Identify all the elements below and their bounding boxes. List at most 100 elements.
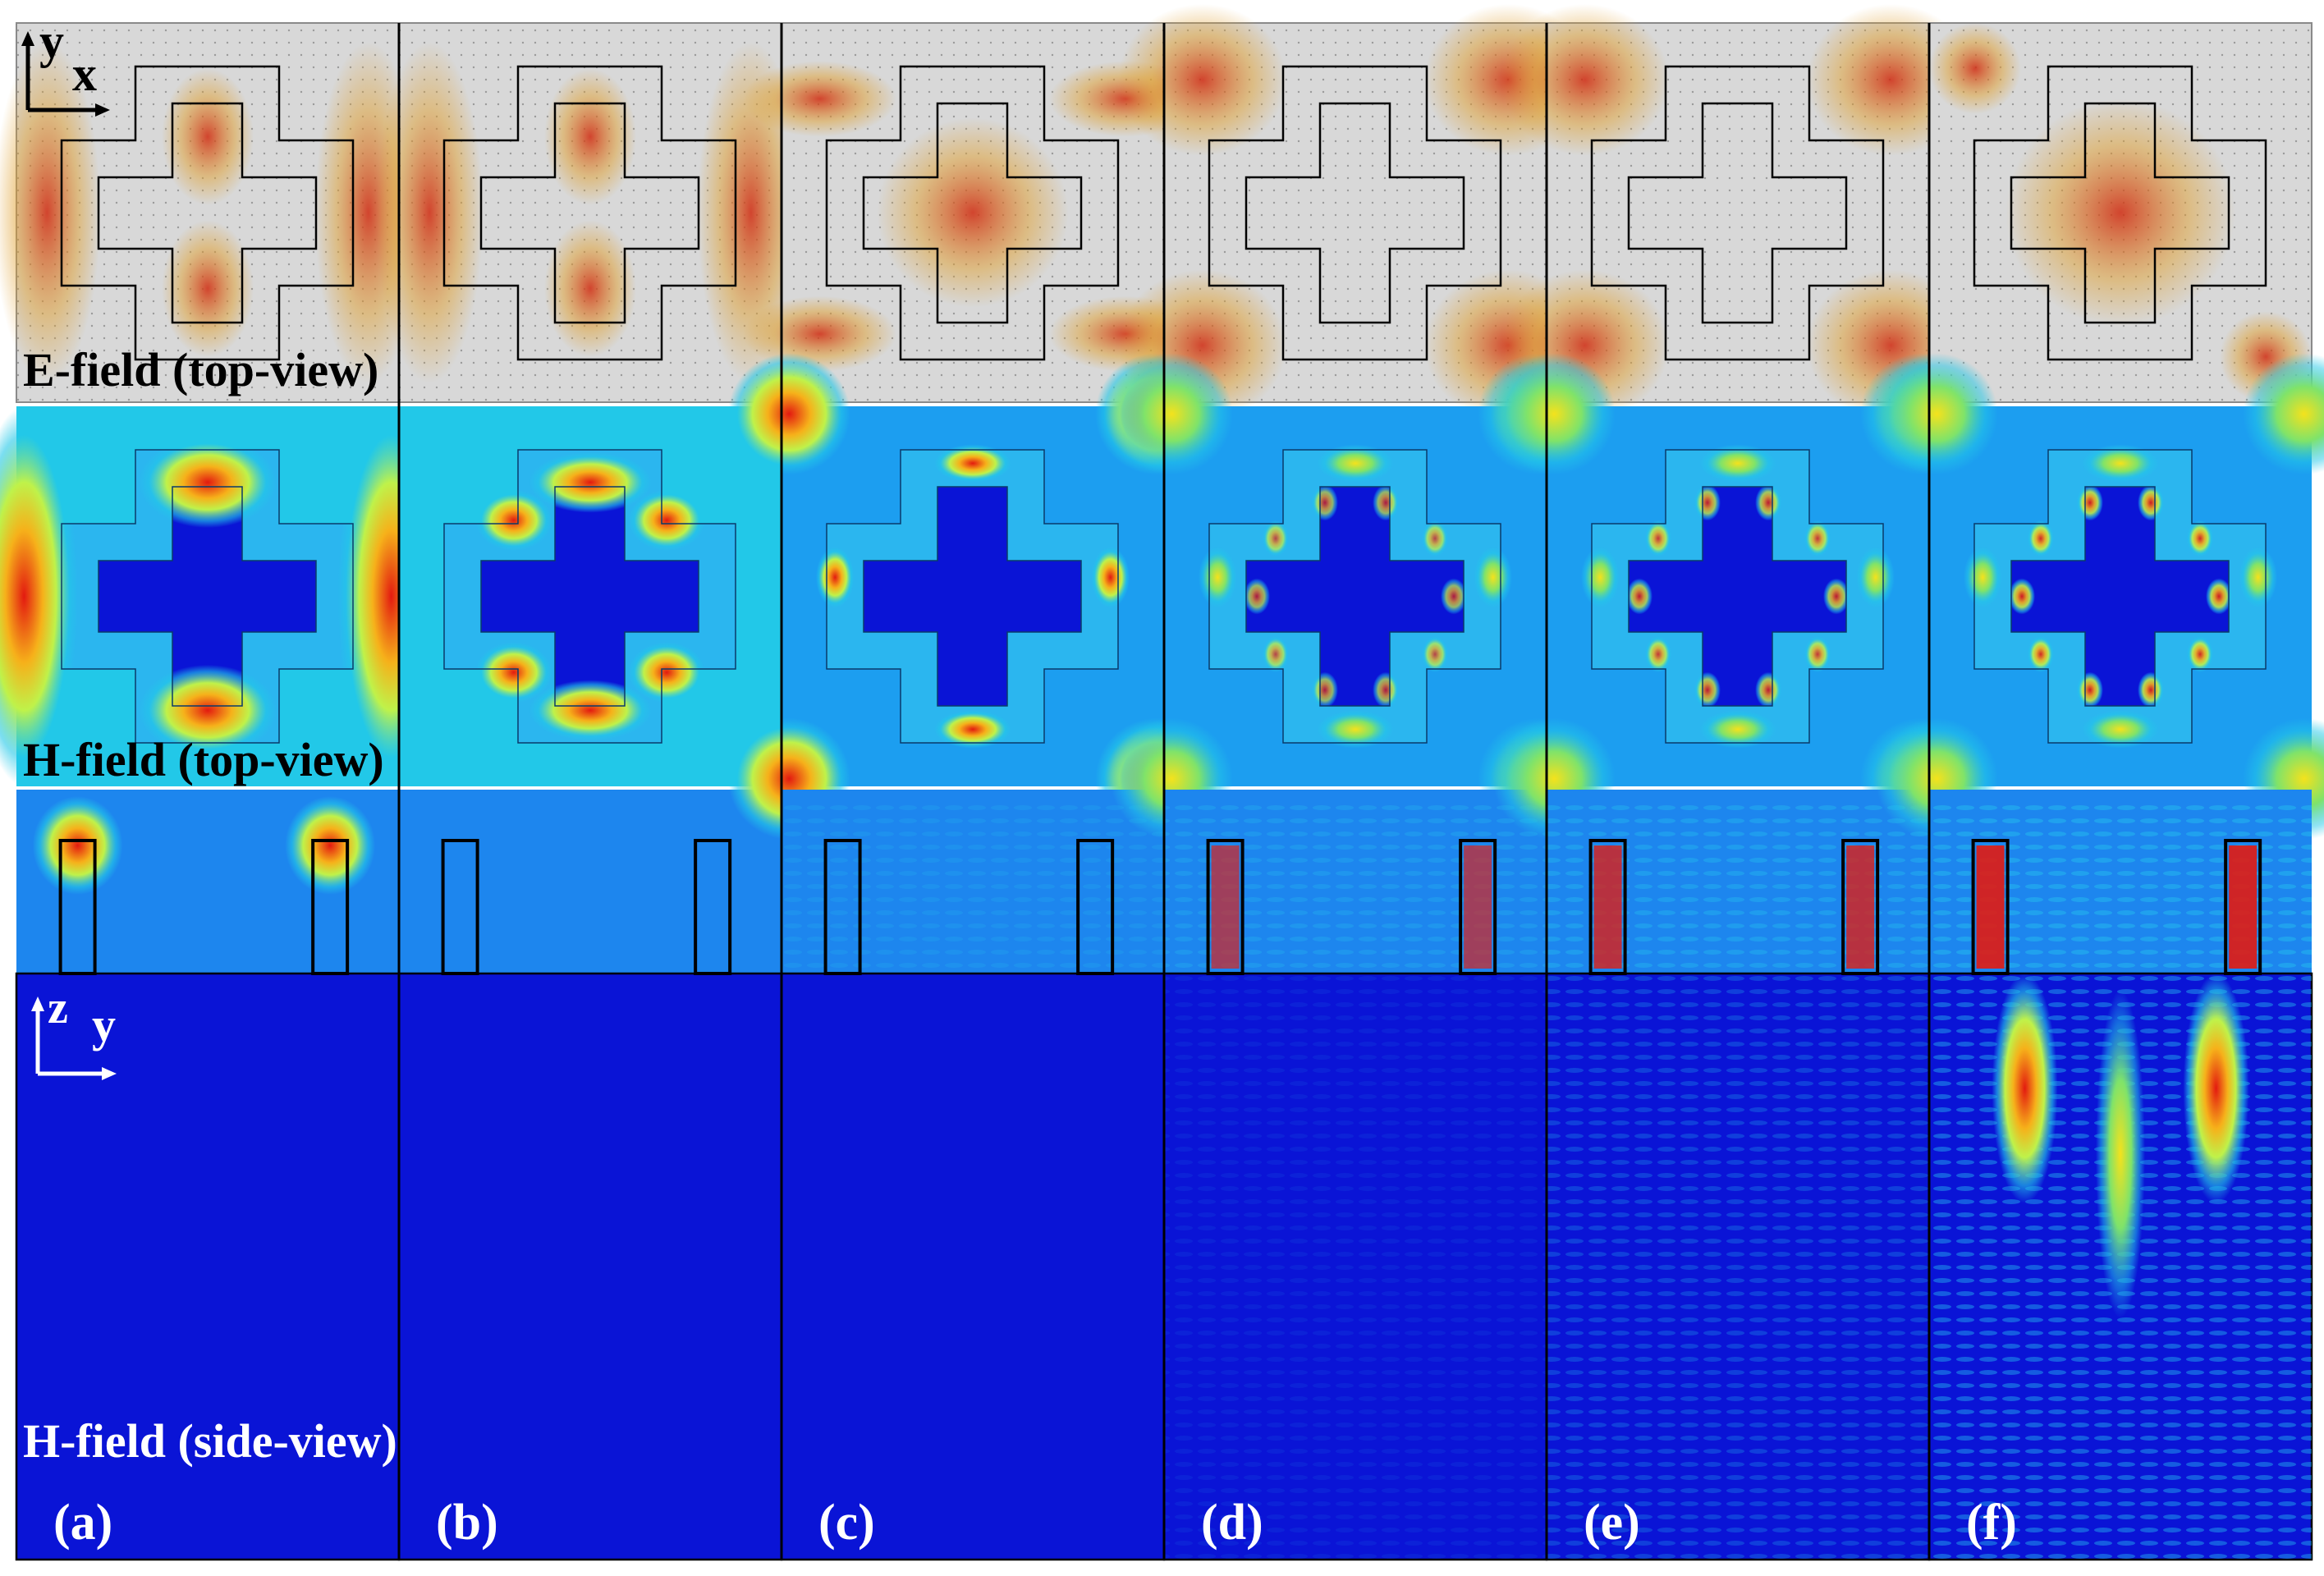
cross-outline-outer: [1590, 65, 1885, 361]
hfield-ring-node: [1694, 671, 1721, 708]
hfield-ring-node: [1373, 484, 1400, 521]
hfield-ring-node: [1311, 671, 1338, 708]
pillar-field-core: [1593, 845, 1622, 969]
hfield-ring-node: [1422, 636, 1449, 673]
hfield-ring-node: [1755, 484, 1782, 521]
pillar-field-core: [1846, 845, 1875, 969]
hfield-hot-spot: [2082, 444, 2159, 483]
substrate-interference: [1547, 974, 1929, 1560]
pillar-outline: [1971, 839, 2010, 975]
cross-outline-outer: [60, 65, 355, 361]
axis-label-top-vertical: y: [39, 14, 64, 68]
efield-vector-cluster: [162, 68, 254, 205]
side-axis-glyph: z y: [31, 983, 117, 1080]
hfield-ring-node: [1262, 520, 1289, 557]
hfield-ring-node: [1694, 484, 1721, 521]
cross-outline-inner: [98, 486, 317, 707]
hfield-hot-spot: [727, 353, 850, 475]
panel-label: (b): [436, 1495, 498, 1551]
cross-outline-inner: [1245, 102, 1465, 324]
cross-outline-inner: [480, 486, 699, 707]
hfield-side-substrate: [15, 972, 401, 1561]
hfield-cross-interior: [1629, 487, 1846, 706]
hfield-side-substrate: [780, 972, 1166, 1561]
hfield-ring-node: [1626, 578, 1652, 615]
panel-label: (a): [53, 1495, 112, 1551]
pillar-outline: [694, 839, 732, 975]
hfield-cross-interior: [2011, 487, 2229, 706]
efield-vector-cluster: [544, 220, 636, 357]
hfield-ring-node: [1311, 484, 1338, 521]
hfield-ring-node: [2076, 484, 2103, 521]
hfield-hot-spot: [1856, 547, 1895, 608]
efield-vector-cluster: [162, 220, 254, 357]
hfield-side-substrate: [397, 972, 783, 1561]
hfield-cross-interior: [1246, 487, 1464, 706]
hfield-hot-spot: [2082, 710, 2159, 749]
panel-label: (f): [1966, 1495, 2017, 1551]
efield-vector-cluster: [1501, 3, 1670, 156]
hfield-ring-node: [2206, 578, 2232, 615]
panel-label: (d): [1201, 1495, 1263, 1551]
pillar-field-core: [1976, 845, 2005, 969]
pillar-outline: [1076, 839, 1115, 975]
hfield-hot-spot: [529, 451, 652, 513]
hfield-hot-spot: [1317, 710, 1394, 749]
pillar-field-core: [1211, 845, 1240, 969]
hfield-hot-spot: [1474, 547, 1513, 608]
pillar-outline: [1459, 839, 1497, 975]
panel-6: (f): [1875, 22, 2324, 1561]
hfield-ring-node: [2076, 671, 2103, 708]
cross-outline-outer: [61, 449, 354, 744]
cross-outline-outer: [1973, 449, 2267, 744]
panel-1: (a): [0, 22, 445, 1561]
cross-outline-outer: [1973, 65, 2267, 361]
hfield-hot-spot: [628, 489, 705, 551]
hfield-hot-spot: [1963, 547, 2002, 608]
pillar-outline: [1841, 839, 1880, 975]
pillar-outline: [311, 839, 350, 975]
hfield-hot-spot: [1110, 353, 1233, 475]
substrate-interference: [1164, 974, 1547, 1560]
cross-outline-inner: [2010, 486, 2230, 707]
panel-label: (e): [1584, 1495, 1640, 1551]
pillar-outline: [1206, 839, 1245, 975]
hfield-ring-node: [2027, 636, 2054, 673]
substrate-hot-lobe: [2183, 974, 2249, 1203]
pillar-outline: [2224, 839, 2262, 975]
cross-outline-outer: [825, 65, 1120, 361]
cross-outline-inner: [1245, 486, 1465, 707]
hfield-ring-node: [1244, 578, 1270, 615]
pillar-field-core: [2229, 845, 2258, 969]
row-label-hfield-top: H-field (top-view): [23, 733, 384, 786]
hfield-hot-spot: [475, 489, 552, 551]
hfield-hot-spot: [934, 444, 1011, 483]
cross-outline-inner: [479, 102, 700, 324]
top-axis-glyph: y x: [21, 14, 110, 117]
hfield-ring-node: [2009, 578, 2035, 615]
cross-outline-outer: [443, 449, 736, 744]
pillar-outline: [823, 839, 862, 975]
hfield-hot-spot: [1317, 444, 1394, 483]
hfield-hot-spot: [2243, 353, 2324, 475]
cross-outline-inner: [97, 102, 318, 324]
pillar-field-core: [1464, 845, 1492, 969]
axis-label-side-horizontal: y: [92, 998, 116, 1051]
cross-outline-inner: [1627, 102, 1848, 324]
hfield-ring-node: [2027, 520, 2054, 557]
hfield-ring-node: [1823, 578, 1850, 615]
hfield-hot-spot: [529, 680, 652, 741]
hfield-ring-node: [1644, 520, 1671, 557]
hfield-hot-spot: [2239, 547, 2278, 608]
hfield-ring-node: [1755, 671, 1782, 708]
hfield-cross-interior: [864, 487, 1081, 706]
hfield-ring-node: [1644, 636, 1671, 673]
panel-2: (b): [376, 22, 804, 1561]
cross-outline-outer: [1208, 65, 1502, 361]
pillar-outline: [441, 839, 479, 975]
efield-vector-cluster: [376, 42, 484, 383]
hfield-cross-interior: [99, 487, 316, 706]
hfield-hot-spot: [815, 547, 855, 608]
hfield-hot-spot: [1699, 444, 1776, 483]
